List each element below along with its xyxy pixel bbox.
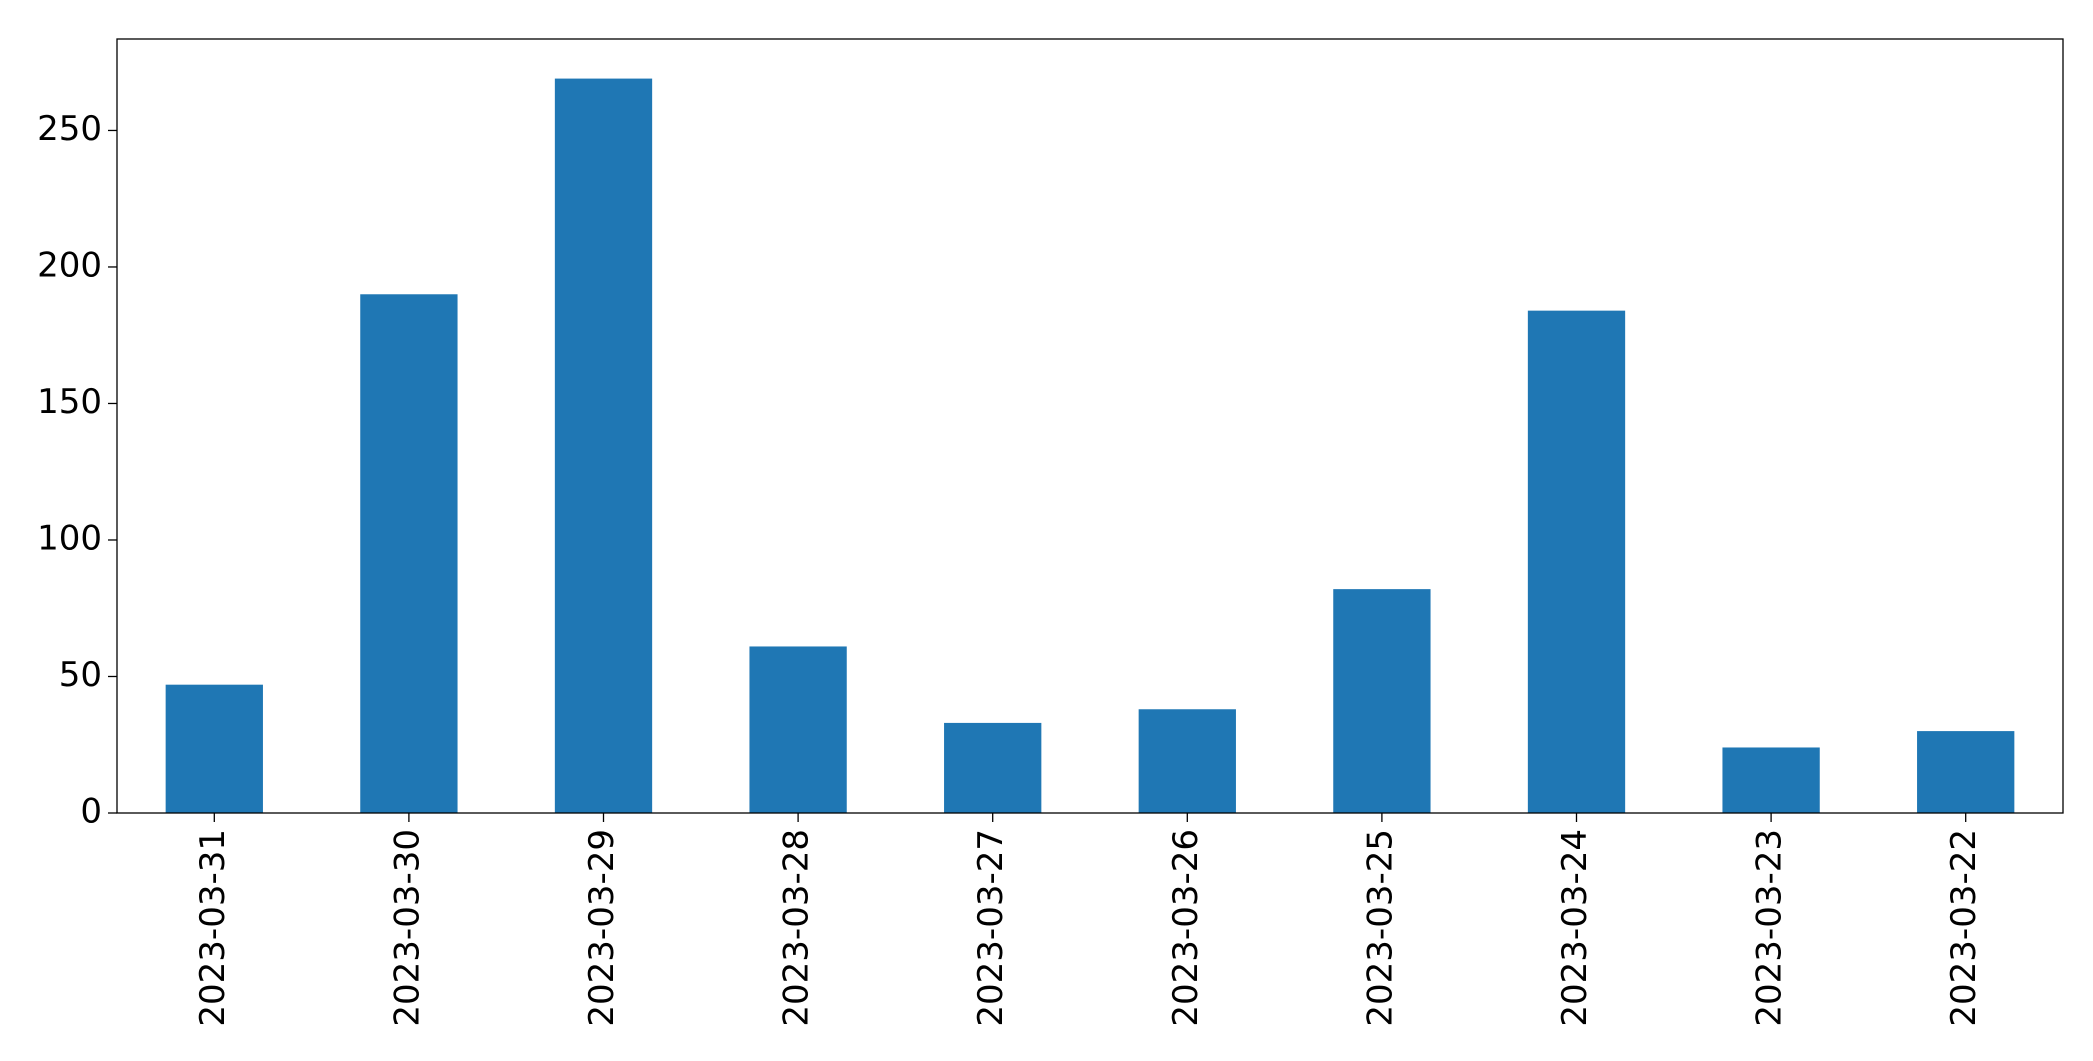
x-tick-label: 2023-03-26 xyxy=(1166,829,1206,1027)
plot-frame xyxy=(116,38,2064,814)
x-tick-label: 2023-03-31 xyxy=(193,829,233,1027)
y-tick-label: 100 xyxy=(37,518,102,558)
y-tick-label: 150 xyxy=(37,382,102,422)
y-tick-label: 50 xyxy=(59,655,102,695)
bar xyxy=(1722,747,1820,813)
x-tick-label: 2023-03-23 xyxy=(1750,829,1790,1027)
x-tick-label: 2023-03-22 xyxy=(1944,829,1984,1027)
x-tick-label: 2023-03-27 xyxy=(971,829,1011,1027)
bar xyxy=(1917,731,2015,813)
x-tick-label: 2023-03-24 xyxy=(1555,829,1595,1027)
x-tick-label: 2023-03-30 xyxy=(387,829,427,1027)
bar xyxy=(360,294,458,813)
y-tick-label: 250 xyxy=(37,109,102,149)
x-tick-label: 2023-03-28 xyxy=(777,829,817,1027)
x-tick-label: 2023-03-29 xyxy=(582,829,622,1027)
bar xyxy=(749,646,847,813)
bar xyxy=(1138,709,1236,813)
y-tick-label: 0 xyxy=(80,792,102,832)
bar xyxy=(1333,589,1431,813)
y-tick-label: 200 xyxy=(37,245,102,285)
bar xyxy=(554,78,653,814)
bar xyxy=(165,684,263,813)
bar xyxy=(944,722,1042,813)
bar xyxy=(1527,310,1626,813)
x-tick-label: 2023-03-25 xyxy=(1360,829,1400,1027)
